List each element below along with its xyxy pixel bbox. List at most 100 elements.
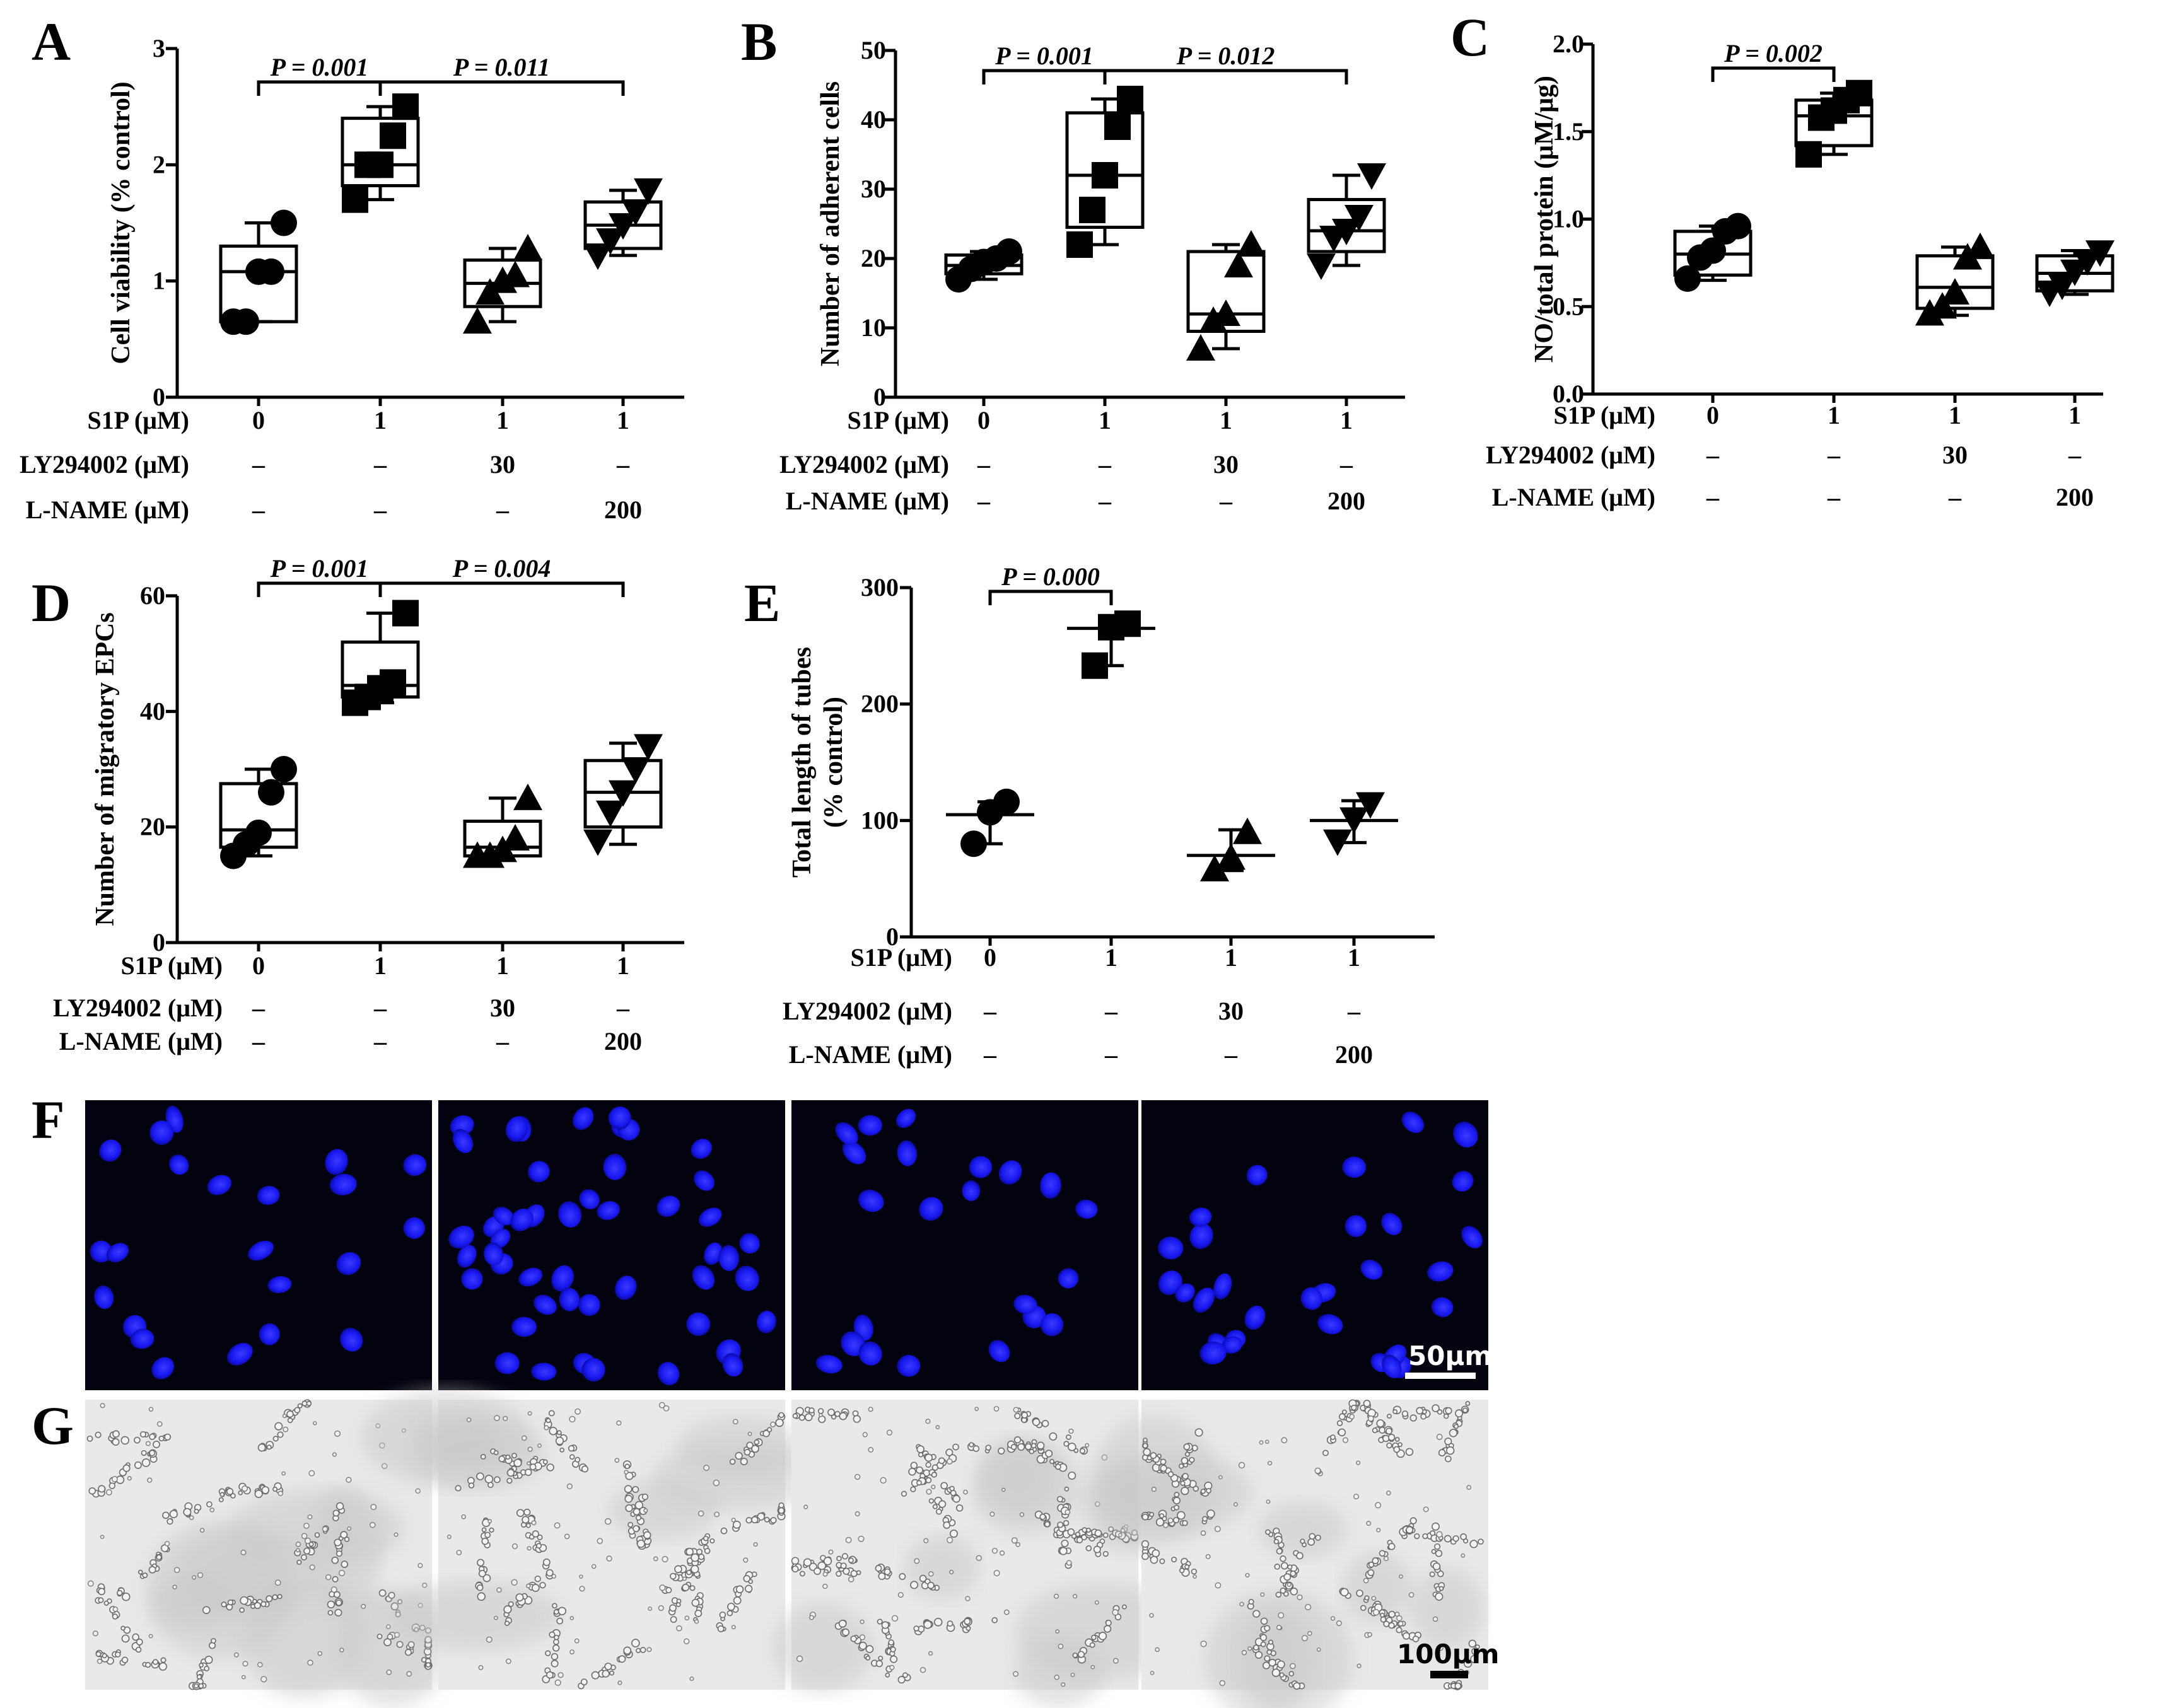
- nucleus: [558, 1201, 581, 1228]
- cell: [1455, 1409, 1464, 1418]
- cell: [1017, 1443, 1025, 1451]
- data-point: [1357, 163, 1386, 190]
- panel-letter: E: [744, 572, 780, 633]
- cell: [486, 1636, 493, 1643]
- cell: [1330, 1434, 1336, 1440]
- cell: [1067, 1528, 1075, 1536]
- cell: [843, 1567, 850, 1575]
- cell: [1021, 1412, 1029, 1419]
- cell: [659, 1584, 666, 1591]
- cell: [646, 1647, 652, 1653]
- cell: [1371, 1596, 1377, 1601]
- cell: [1341, 1409, 1347, 1415]
- cell: [1387, 1434, 1396, 1441]
- cell: [1142, 1443, 1148, 1449]
- cell: [1268, 1639, 1274, 1645]
- condition-value: –: [252, 496, 265, 524]
- cell: [1307, 1630, 1312, 1636]
- cell: [1025, 1443, 1032, 1451]
- cell: [260, 1676, 267, 1683]
- cell: [112, 1606, 119, 1612]
- cell: [868, 1407, 873, 1412]
- cell: [204, 1656, 213, 1664]
- nucleus: [692, 1265, 715, 1290]
- cell: [1200, 1530, 1206, 1536]
- cell: [141, 1458, 151, 1467]
- cell: [1393, 1446, 1401, 1453]
- y-tick-label: 0.5: [1553, 292, 1584, 320]
- cell: [614, 1458, 620, 1463]
- cell: [1364, 1595, 1370, 1601]
- cell: [206, 1501, 213, 1508]
- nucleus: [511, 1316, 537, 1337]
- cell: [719, 1612, 726, 1618]
- cell: [689, 1585, 696, 1591]
- cell: [778, 1502, 785, 1509]
- cell: [261, 1486, 270, 1494]
- cell: [1200, 1489, 1206, 1494]
- condition-value: 1: [496, 951, 509, 980]
- cell: [521, 1435, 527, 1441]
- cell: [1093, 1545, 1101, 1554]
- cell: [1397, 1442, 1403, 1448]
- cell: [1150, 1671, 1155, 1675]
- data-point: [258, 258, 284, 285]
- cell: [527, 1461, 531, 1466]
- data-point: [1345, 205, 1374, 231]
- nucleus: [452, 1129, 473, 1153]
- cell: [461, 1514, 466, 1519]
- cell: [307, 1659, 313, 1666]
- cell: [1152, 1549, 1160, 1558]
- nucleus: [1189, 1207, 1212, 1227]
- box: [1307, 198, 1386, 253]
- cell: [1151, 1487, 1157, 1492]
- condition-value: 1: [1348, 943, 1360, 972]
- brightfield-image: [360, 1389, 822, 1690]
- condition-value: 200: [604, 1027, 642, 1055]
- cell: [209, 1642, 216, 1649]
- cell: [822, 1583, 828, 1589]
- cell: [1215, 1582, 1222, 1589]
- condition-value: –: [373, 994, 387, 1022]
- cell: [1464, 1659, 1473, 1668]
- cell: [493, 1476, 501, 1484]
- cell: [532, 1530, 539, 1538]
- cell: [166, 1518, 173, 1525]
- cell: [242, 1661, 248, 1667]
- cell: [487, 1482, 494, 1489]
- nucleus: [1013, 1294, 1037, 1314]
- y-tick-label: 2: [153, 150, 165, 178]
- data-point: [258, 779, 284, 806]
- chart-panel-c: C 0.0 0.5 1.0 1.5 2.0 NO/total protein (μM/μg)…: [1450, 7, 2115, 511]
- cell: [720, 1527, 728, 1535]
- cell: [199, 1528, 205, 1533]
- nucleus: [448, 1226, 474, 1249]
- panel-letter: G: [32, 1395, 74, 1456]
- cell: [1030, 1443, 1037, 1449]
- cell: [1437, 1409, 1443, 1415]
- cell: [1406, 1526, 1414, 1534]
- cell: [618, 1655, 626, 1663]
- cell: [1372, 1427, 1378, 1434]
- cell: [121, 1634, 130, 1643]
- cell: [156, 1421, 163, 1427]
- condition-value: –: [373, 1027, 387, 1055]
- cell: [545, 1418, 551, 1424]
- cell: [386, 1669, 392, 1675]
- cell: [335, 1502, 344, 1511]
- condition-value: 30: [490, 994, 515, 1022]
- cell: [511, 1543, 518, 1549]
- cell: [1072, 1653, 1078, 1658]
- cell: [1384, 1556, 1389, 1561]
- significance-bracket: P = 0.001: [982, 42, 1107, 84]
- cell: [525, 1468, 532, 1476]
- nucleus: [534, 1294, 557, 1315]
- cell: [272, 1594, 278, 1600]
- cell: [1338, 1428, 1346, 1437]
- cell: [199, 1663, 204, 1668]
- cell: [1264, 1655, 1271, 1662]
- cell: [908, 1468, 916, 1476]
- cell: [1141, 1513, 1149, 1521]
- cell: [1338, 1413, 1346, 1420]
- cell: [636, 1539, 645, 1548]
